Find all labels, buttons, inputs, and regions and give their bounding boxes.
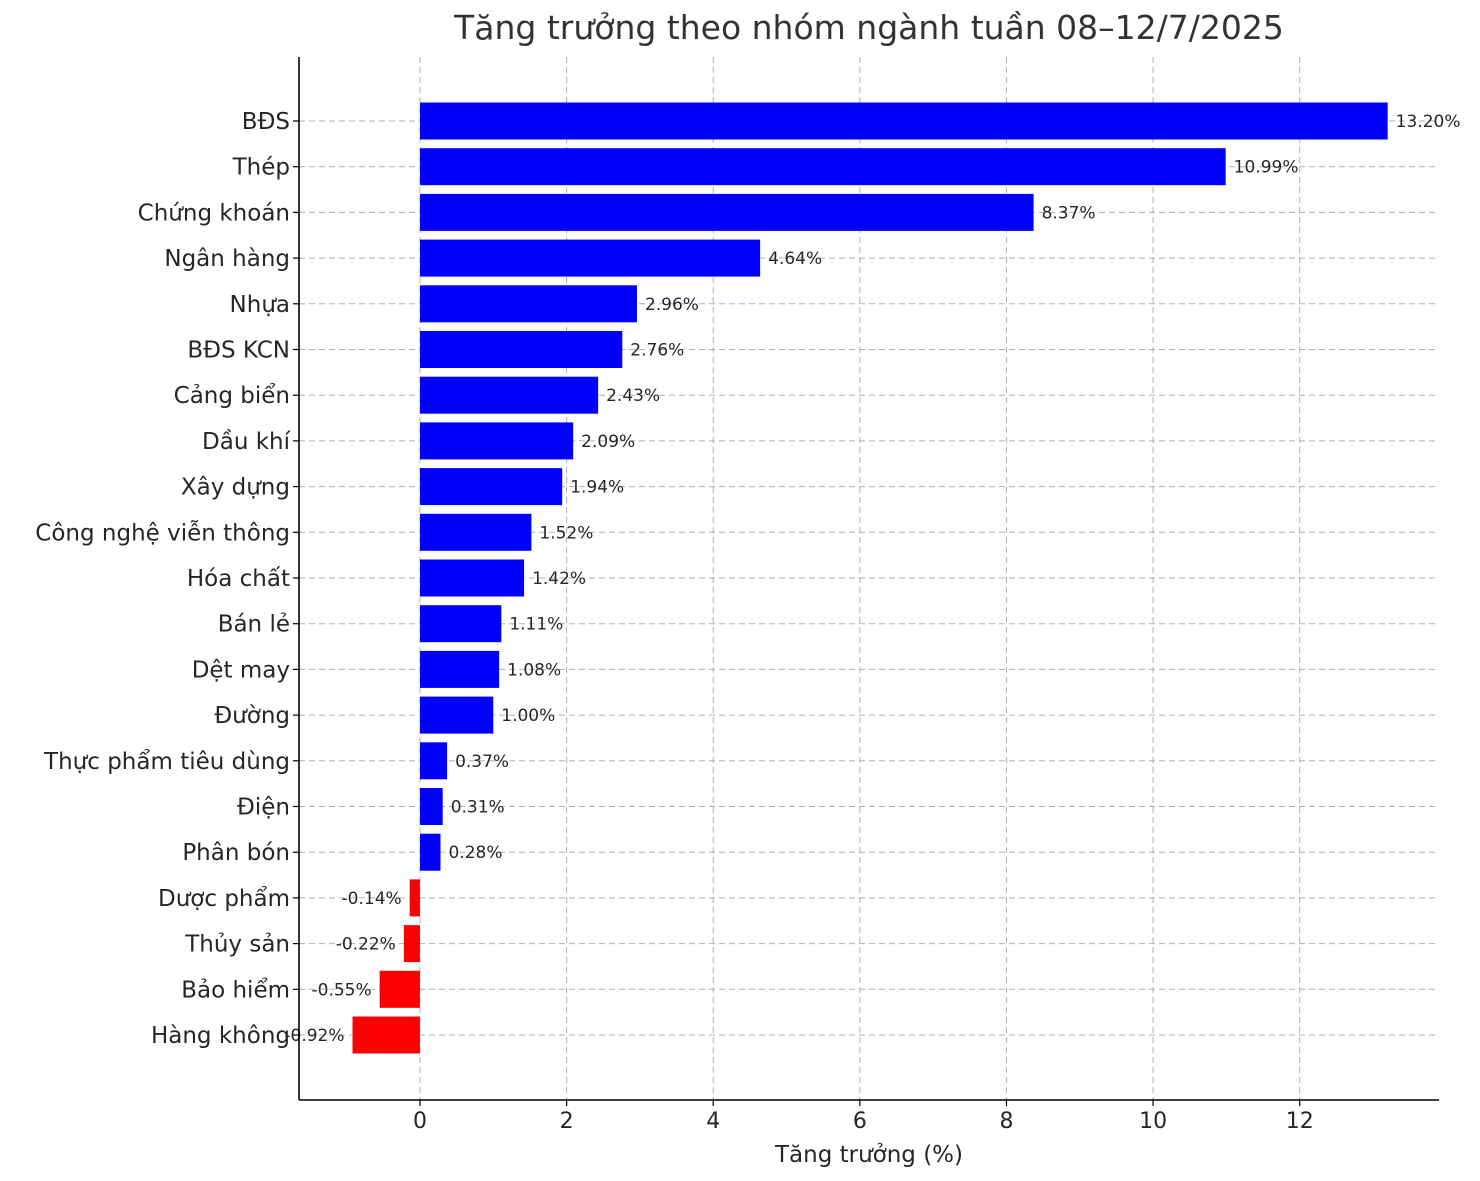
- y-tick-label: Dầu khí: [202, 429, 291, 455]
- x-tick-label: 0: [413, 1109, 427, 1134]
- bar: [419, 285, 637, 323]
- bar: [419, 422, 574, 460]
- value-label: 2.96%: [645, 295, 699, 315]
- value-label: 10.99%: [1234, 158, 1299, 178]
- y-tick-label: BĐS KCN: [187, 338, 290, 364]
- bar: [419, 605, 502, 643]
- x-tick-label: 8: [999, 1109, 1013, 1134]
- value-label: 4.64%: [768, 249, 822, 269]
- y-tick-label: Công nghệ viễn thông: [35, 518, 290, 546]
- y-tick-label: Ngân hàng: [164, 246, 290, 272]
- value-label: 1.42%: [532, 569, 586, 589]
- bar: [419, 148, 1226, 186]
- y-tick-label: Bảo hiểm: [181, 977, 290, 1003]
- bar: [419, 239, 761, 277]
- bar: [403, 925, 420, 963]
- value-label: 1.00%: [501, 706, 555, 726]
- bar: [419, 696, 494, 734]
- x-tick-label: 12: [1286, 1109, 1314, 1134]
- y-tick-label: Đường: [214, 703, 290, 729]
- bar: [419, 833, 441, 871]
- y-tick-label: Điện: [237, 795, 290, 821]
- bar: [419, 102, 1388, 140]
- value-label: 2.76%: [630, 341, 684, 361]
- value-label: 0.28%: [448, 843, 502, 863]
- value-label: 2.09%: [581, 432, 635, 452]
- x-tick-label: 2: [560, 1109, 574, 1134]
- bar: [419, 742, 448, 780]
- value-label: -0.92%: [284, 1026, 344, 1046]
- y-tick-label: Thép: [232, 155, 290, 181]
- y-tick-label: Nhựa: [230, 292, 290, 318]
- y-tick-label: Thủy sản: [184, 932, 290, 958]
- y-tick-label: Thực phẩm tiêu dùng: [43, 749, 290, 775]
- y-tick-label: Xây dựng: [181, 475, 290, 501]
- bar: [379, 970, 420, 1008]
- value-label: 13.20%: [1396, 112, 1461, 132]
- value-label: 1.52%: [539, 523, 593, 543]
- y-tick-label: Phân bón: [182, 840, 290, 866]
- axes: 0 2 4 6 8 10 12 BĐS Thép Chứng khoán Ngân hàng Nhựa…: [35, 57, 1439, 1134]
- y-tick-label: Chứng khoán: [138, 200, 290, 226]
- bar: [419, 788, 443, 825]
- y-tick-label: Dệt may: [192, 657, 290, 683]
- bar: [419, 376, 599, 414]
- value-label: -0.22%: [336, 935, 396, 955]
- y-tick-label: BĐS: [242, 109, 290, 135]
- x-tick-label: 6: [853, 1109, 867, 1134]
- x-tick-label: 4: [706, 1109, 720, 1134]
- x-tick-label: 10: [1139, 1109, 1167, 1134]
- x-axis-label: Tăng trưởng (%): [774, 1142, 963, 1168]
- bar: [419, 513, 532, 551]
- y-tick-label: Hàng không: [151, 1023, 290, 1049]
- y-tick-label: Bán lẻ: [218, 612, 290, 638]
- value-label: 1.08%: [507, 660, 561, 680]
- y-tick-label: Dược phẩm: [158, 886, 290, 912]
- value-label: 2.43%: [606, 386, 660, 406]
- value-label: 0.37%: [455, 752, 509, 772]
- chart-title: Tăng trưởng theo nhóm ngành tuần 08–12/7…: [454, 8, 1284, 47]
- y-tick-label: Cảng biển: [174, 383, 290, 409]
- value-label: 0.31%: [451, 798, 505, 818]
- bar: [419, 559, 525, 597]
- bar: [419, 193, 1034, 231]
- bar: [352, 1016, 420, 1054]
- bars: [352, 102, 1388, 1054]
- value-label: -0.55%: [312, 980, 372, 1000]
- value-label: 1.94%: [570, 478, 624, 498]
- y-tick-label: Hóa chất: [187, 566, 290, 592]
- value-label: 8.37%: [1042, 203, 1096, 223]
- value-label: 1.11%: [509, 615, 563, 635]
- bar: [419, 468, 563, 506]
- bar: [419, 331, 623, 368]
- value-label: -0.14%: [342, 889, 402, 909]
- bar: [419, 650, 500, 688]
- bar: [409, 879, 420, 917]
